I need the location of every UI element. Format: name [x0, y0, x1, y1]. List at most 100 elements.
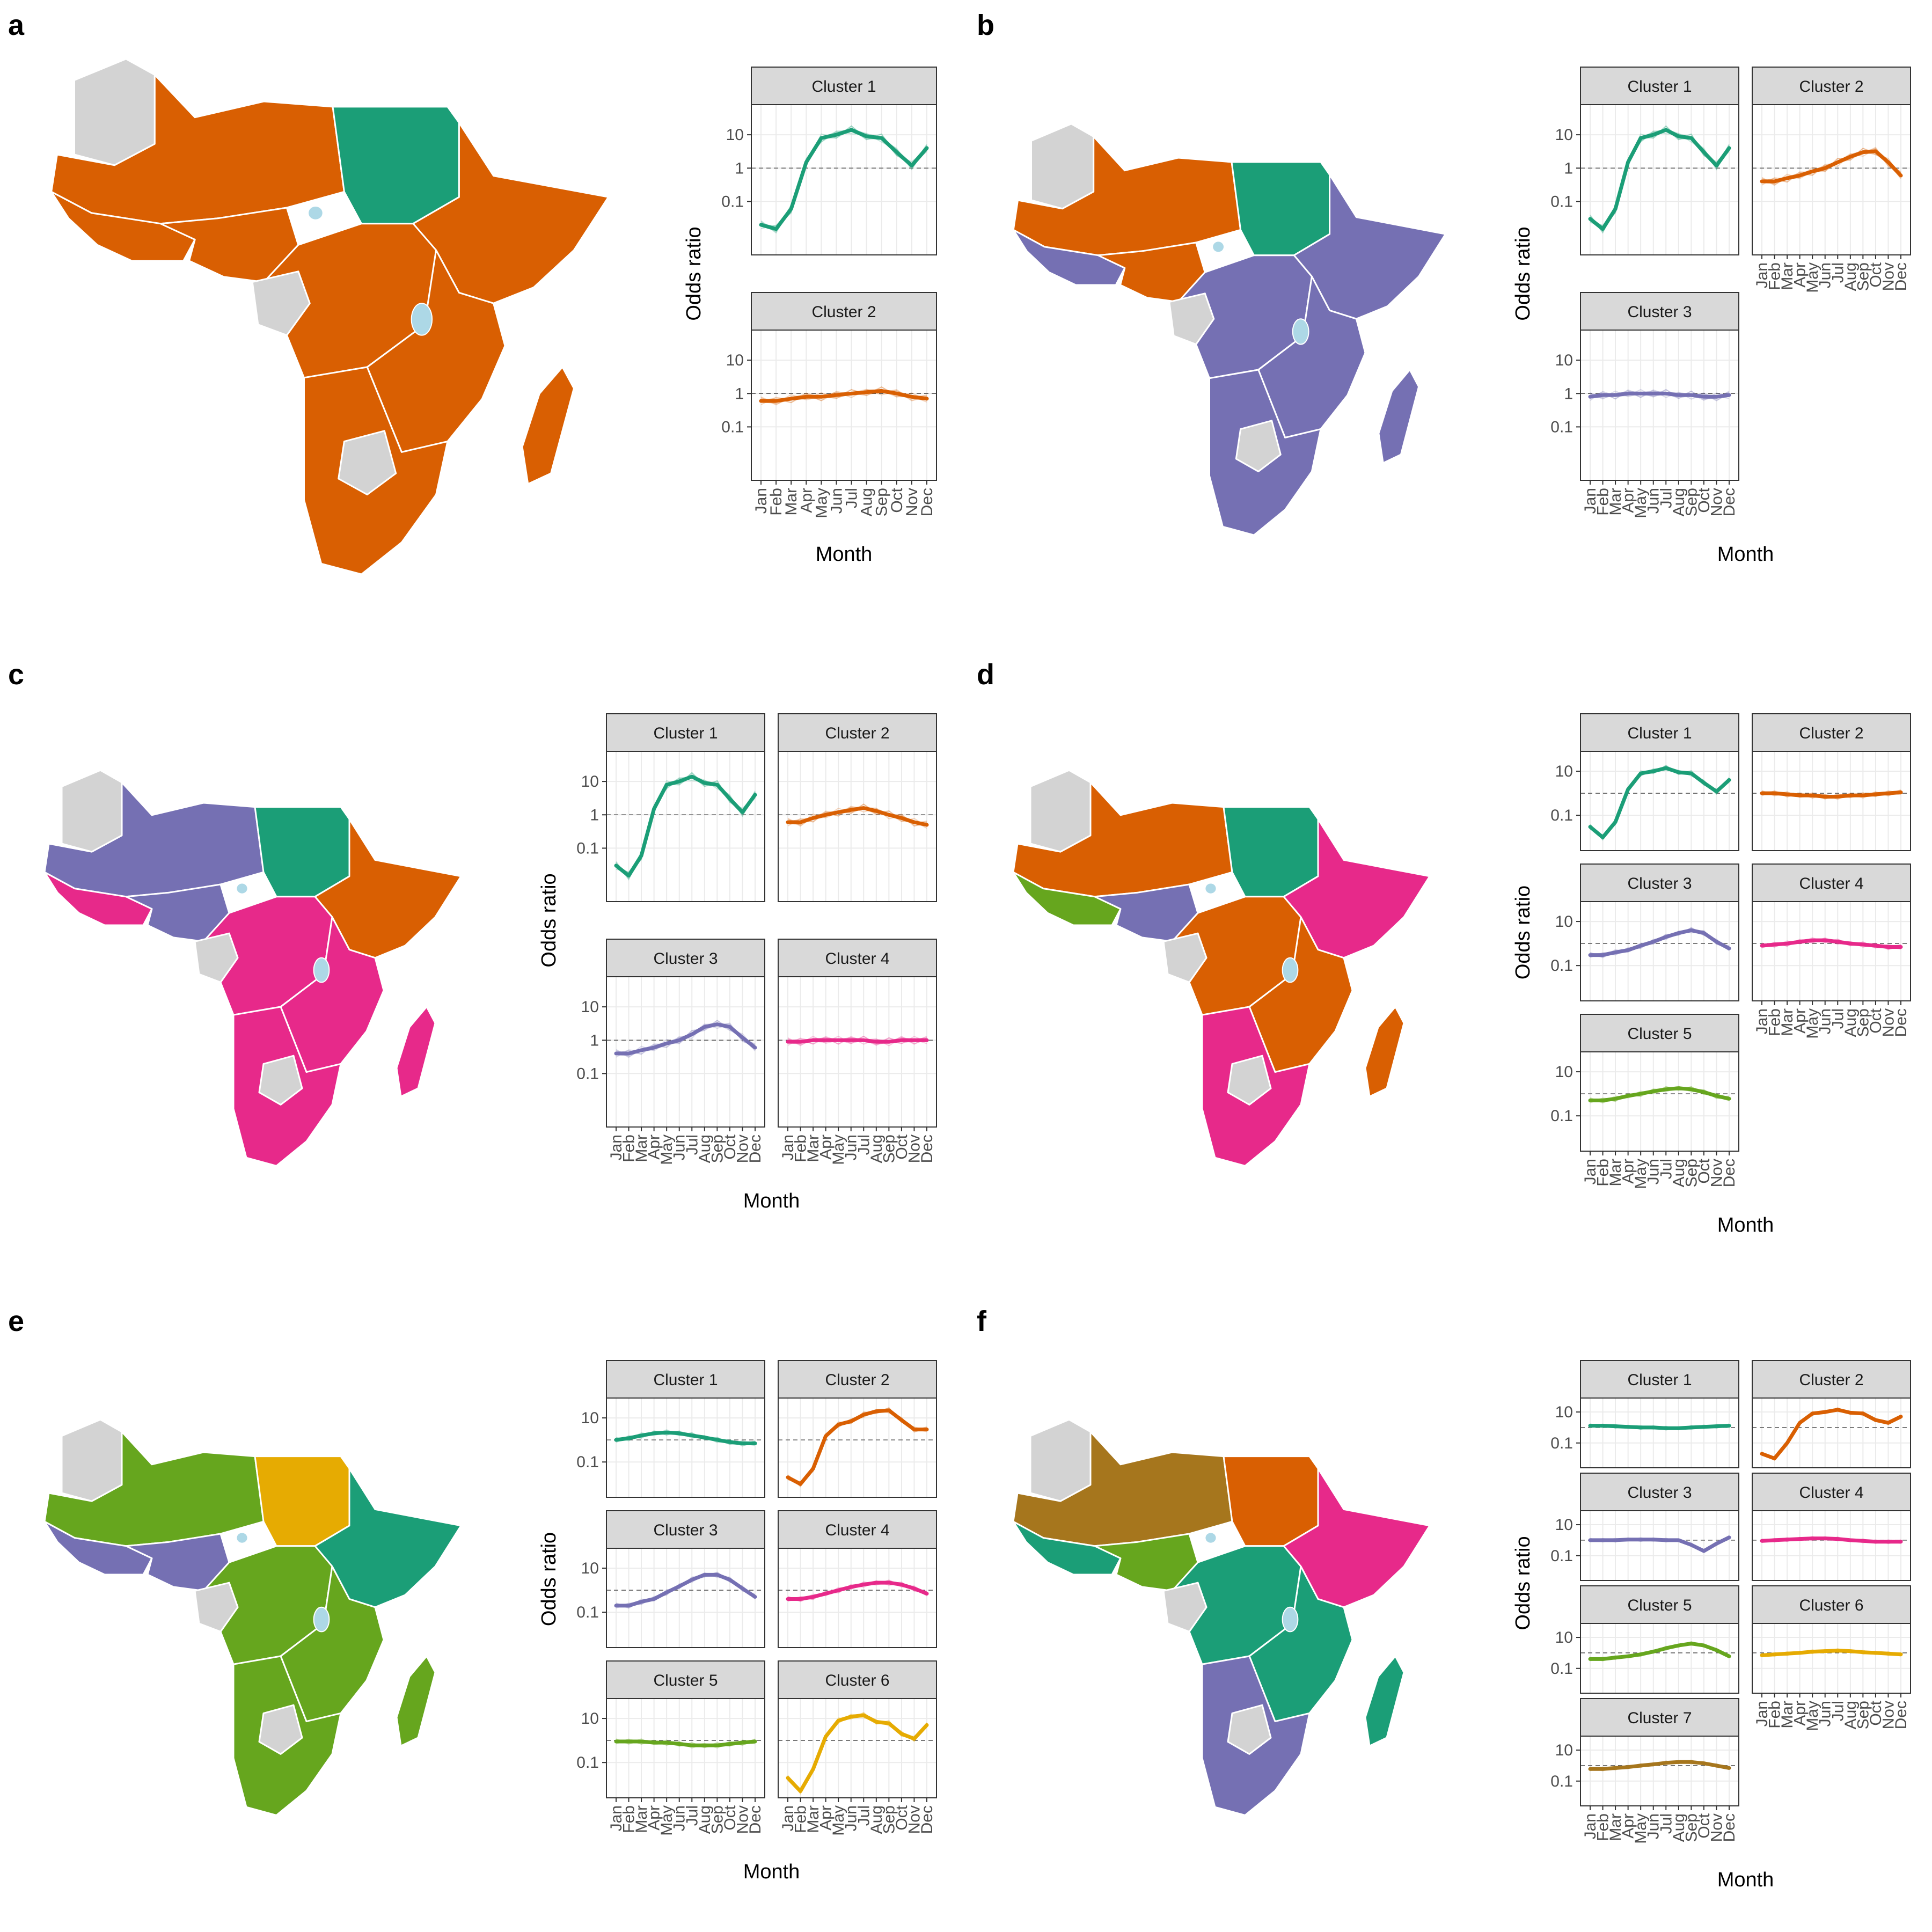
- x-tick-label: Nov: [1708, 488, 1725, 516]
- facet-cluster-1: Cluster 1 10 0.1: [576, 1360, 765, 1498]
- x-tick-label: Feb: [620, 1135, 638, 1162]
- map-region-gabon: [1162, 932, 1208, 983]
- x-axis-title: Month: [1717, 1214, 1774, 1236]
- x-tick-label: Apr: [817, 1135, 835, 1160]
- plot-border: [1752, 901, 1911, 1001]
- map-region-horn: [1283, 1467, 1431, 1608]
- map-region-gabon: [1168, 292, 1215, 346]
- plot-area: [1580, 902, 1739, 1001]
- facet-cluster-5: Cluster 5 10 0.1 JanFebMarAprMayJunJulAugSe…: [576, 1660, 765, 1836]
- x-tick-label: May: [1804, 1008, 1821, 1039]
- y-tick-label: 0.1: [576, 1065, 599, 1082]
- x-tick-label: Jun: [671, 1135, 689, 1160]
- facet-strip: [1752, 713, 1911, 752]
- x-tick-label: Oct: [721, 1805, 739, 1830]
- x-tick-label: Dec: [1892, 1008, 1910, 1037]
- plot-area: [606, 1699, 765, 1798]
- map-region-botswana: [1227, 1704, 1272, 1755]
- africa-map: [43, 769, 462, 1167]
- map-region-gabon: [251, 270, 311, 336]
- series-line: [1760, 938, 1903, 949]
- plot-border: [778, 1698, 937, 1798]
- plot-border: [751, 104, 937, 255]
- africa-map: [50, 58, 610, 575]
- x-tick-label: Aug: [868, 1135, 885, 1163]
- panel-label: b: [977, 9, 994, 41]
- x-tick-label: Sep: [1682, 1159, 1700, 1187]
- x-tick-label: Oct: [888, 487, 906, 513]
- x-tick-label: Mar: [633, 1135, 650, 1162]
- facet-strip-label: Cluster 4: [1799, 1484, 1863, 1502]
- x-tick-label: Mar: [1607, 1159, 1624, 1187]
- x-tick-label: May: [1632, 1813, 1650, 1844]
- x-tick-label: Dec: [1721, 1813, 1738, 1842]
- y-tick-label: 10: [1555, 763, 1573, 780]
- plot-border: [778, 1548, 937, 1648]
- x-tick-label: Nov: [905, 1805, 923, 1834]
- x-tick-label: Jan: [752, 488, 770, 514]
- x-tick-label: Apr: [1791, 262, 1809, 288]
- y-tick-label: 10: [581, 1710, 599, 1728]
- x-tick-label: Aug: [1670, 488, 1688, 516]
- x-tick-label: Jun: [843, 1135, 860, 1160]
- x-tick-label: Mar: [633, 1805, 650, 1833]
- map-region-sudan: [332, 106, 460, 225]
- africa-map: [1012, 123, 1446, 536]
- x-tick-label: Jul: [843, 488, 861, 508]
- x-tick-label: Aug: [696, 1805, 714, 1834]
- x-tick-label: Mar: [1607, 1813, 1624, 1841]
- x-tick-label: Jan: [779, 1805, 797, 1831]
- y-tick-label: 10: [1555, 1063, 1573, 1081]
- x-tick-label: Oct: [893, 1805, 911, 1830]
- x-tick-label: Mar: [1779, 1008, 1796, 1036]
- facet-strip-label: Cluster 4: [1799, 875, 1863, 892]
- series-line: [1588, 1535, 1731, 1553]
- plot-border: [1752, 751, 1911, 851]
- facet-cluster-7: Cluster 7 10 0.1 JanFebMarAprMayJunJulAugSe…: [1550, 1698, 1739, 1844]
- facet-strip-label: Cluster 1: [653, 724, 718, 742]
- facet-cluster-1: Cluster 1 10 1 0.1: [576, 713, 765, 902]
- plot-area: [1580, 105, 1739, 255]
- x-tick-label: Feb: [1766, 1701, 1784, 1729]
- plot-area: [1752, 751, 1911, 851]
- plot-area: [606, 751, 765, 902]
- plot-area: [606, 1398, 765, 1497]
- map-region-east: [1248, 916, 1353, 1073]
- plot-border: [1580, 751, 1739, 851]
- lake-victoria: [1292, 318, 1309, 345]
- facet-cluster-5: Cluster 5 10 0.1: [1550, 1585, 1739, 1694]
- map-region-sudan: [1231, 161, 1331, 257]
- x-tick-label: Dec: [1721, 1159, 1738, 1187]
- map-region-gabon: [1162, 1582, 1208, 1633]
- y-tick-label: 0.1: [576, 1453, 599, 1471]
- x-tick-label: Jun: [1645, 1813, 1663, 1839]
- panel-label: d: [977, 658, 994, 691]
- series-line: [1760, 149, 1903, 184]
- facet-strip: [1752, 1360, 1911, 1399]
- facet-cluster-3: Cluster 3 10 0.1: [1550, 863, 1739, 1001]
- plot-border: [1580, 1623, 1739, 1694]
- x-tick-label: Oct: [721, 1134, 739, 1159]
- facet-cluster-3: Cluster 3 10 0.1: [1550, 1473, 1739, 1581]
- plot-border: [1580, 901, 1739, 1001]
- y-tick-label: 10: [1555, 913, 1573, 931]
- x-axis-title: Month: [1717, 1869, 1774, 1891]
- facet-strip-label: Cluster 3: [1627, 303, 1692, 321]
- plot-border: [1580, 1051, 1739, 1152]
- facet-cluster-4: Cluster 4 JanFebMarAprMayJunJulAugSepOctN…: [778, 939, 937, 1165]
- x-tick-label: Mar: [782, 488, 800, 516]
- facet-strip: [606, 713, 765, 752]
- x-tick-label: Jun: [1645, 488, 1663, 514]
- y-tick-label: 10: [1555, 1516, 1573, 1534]
- map-region-sudan: [254, 806, 350, 898]
- series-line: [786, 1713, 929, 1794]
- panel-c: c Cluster 1 10 1 0.1 Cluster 2 Cluster 3 10 1 0.1…: [8, 658, 937, 1212]
- lake-victoria: [411, 303, 433, 336]
- x-tick-label: Sep: [880, 1805, 898, 1834]
- facet-strip: [1580, 713, 1739, 752]
- x-tick-label: Jan: [1753, 262, 1771, 288]
- x-tick-label: Apr: [646, 1135, 663, 1160]
- y-axis-title: Odds ratio: [1512, 226, 1534, 320]
- lake-chad: [237, 883, 247, 894]
